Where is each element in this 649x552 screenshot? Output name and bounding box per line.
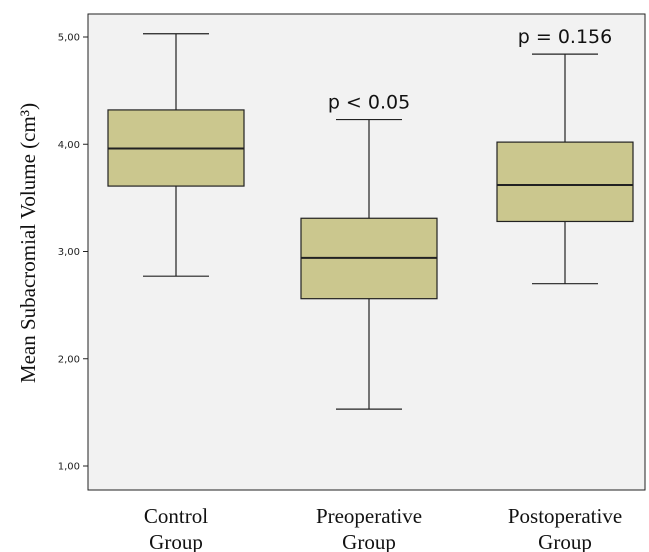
y-axis-label: Mean Subacromial Volume (cm³) <box>16 103 40 383</box>
y-tick-label: 5,00 <box>58 33 80 44</box>
x-axis-labels: ControlGroupPreoperativeGroupPostoperati… <box>144 504 622 552</box>
y-axis: 1,00 2,00 3,00 4,00 5,00 <box>58 33 88 473</box>
category-label-line2: Group <box>342 530 396 552</box>
category-label-line2: Group <box>149 530 203 552</box>
y-tick-label: 3,00 <box>58 247 80 258</box>
y-tick-label: 4,00 <box>58 140 80 151</box>
annotations: p < 0.05 p = 0.156 <box>328 26 612 113</box>
category-label-line1: Control <box>144 504 208 528</box>
boxes <box>107 33 634 410</box>
y-tick-label: 1,00 <box>58 462 80 473</box>
box-iqr <box>496 141 634 223</box>
p-value-annotation: p = 0.156 <box>518 26 612 48</box>
y-tick-label: 2,00 <box>58 354 80 365</box>
category-label-line1: Preoperative <box>316 504 422 528</box>
category-label-line2: Group <box>538 530 592 552</box>
category-label-line1: Postoperative <box>508 504 622 528</box>
p-value-annotation: p < 0.05 <box>328 92 410 114</box>
